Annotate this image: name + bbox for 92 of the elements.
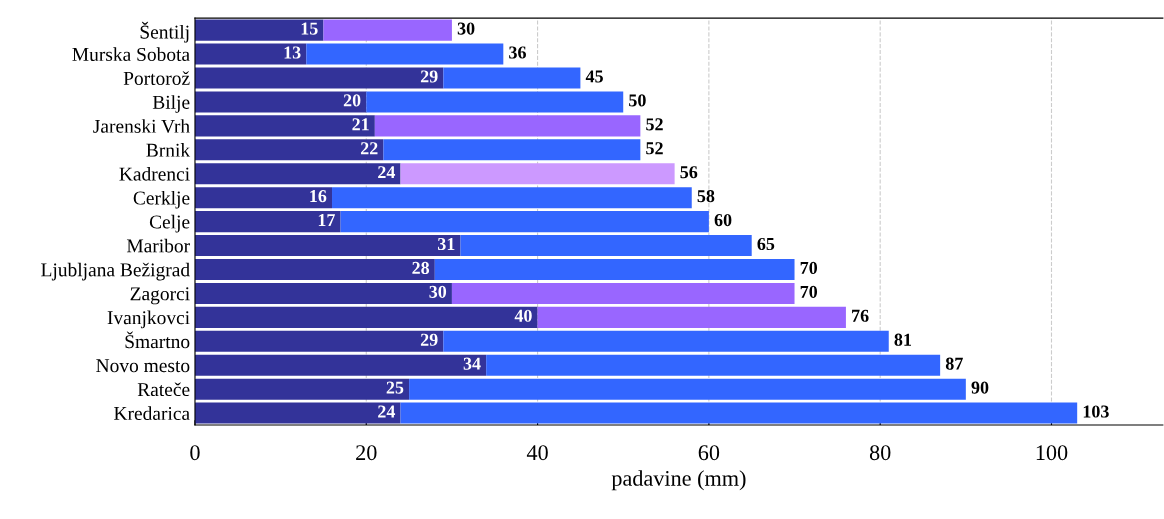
- y-tick-label: Ljubljana Bežigrad: [41, 262, 190, 281]
- data-label: 28: [412, 261, 430, 274]
- bar: [194, 235, 461, 257]
- y-tick-label: Ivanjkovci: [107, 310, 190, 329]
- y-tick-label: Kadrenci: [119, 167, 190, 181]
- data-label: 25: [386, 381, 404, 394]
- bar: [194, 330, 444, 352]
- data-label: 29: [420, 70, 438, 83]
- y-tick-label: Bilje: [152, 95, 190, 113]
- total-label: 58: [697, 190, 715, 203]
- y-tick-label: Portorož: [123, 71, 190, 85]
- total-label: 70: [800, 285, 818, 298]
- data-label: 16: [310, 190, 327, 203]
- total-label: 87: [945, 357, 963, 370]
- bar: [374, 115, 641, 137]
- x-tick-label: 100: [1036, 445, 1068, 461]
- bar: [194, 115, 375, 137]
- data-label: 34: [463, 357, 481, 370]
- bar: [451, 282, 795, 304]
- total-label: 76: [852, 309, 869, 322]
- bar: [443, 67, 581, 89]
- data-label: 20: [343, 94, 361, 107]
- data-label: 13: [284, 46, 301, 59]
- bar: [194, 354, 487, 376]
- bar: [486, 354, 941, 376]
- bar: [400, 163, 675, 185]
- total-label: 52: [646, 142, 663, 155]
- bar: [194, 402, 401, 424]
- bar: [443, 330, 889, 352]
- data-label: 22: [360, 142, 378, 155]
- y-tick-label: Novo mesto: [96, 359, 190, 373]
- bar: [194, 211, 341, 233]
- bar: [332, 187, 692, 209]
- bar: [383, 139, 641, 161]
- y-tick-label: Šentilj: [140, 21, 189, 43]
- x-tick-label: 40: [526, 445, 548, 461]
- total-label: 50: [629, 94, 646, 107]
- total-label: 65: [757, 237, 775, 251]
- y-tick-label: Celje: [149, 214, 190, 233]
- bar: [537, 306, 846, 328]
- bar: [400, 402, 1078, 424]
- total-label: 56: [680, 166, 698, 179]
- x-tick-label: 60: [698, 445, 720, 461]
- bar: [194, 282, 452, 304]
- bar: [306, 43, 504, 65]
- bar: [434, 258, 795, 281]
- y-tick-label: Šmartno: [125, 331, 190, 349]
- y-tick-label: Rateče: [137, 382, 190, 397]
- data-label: 21: [352, 118, 369, 131]
- y-tick-label: Kredarica: [114, 406, 190, 421]
- x-tick-label: 80: [869, 445, 891, 461]
- x-axis-title: padavine (mm): [611, 470, 746, 491]
- y-tick-label: Jarenski Vrh: [93, 119, 190, 133]
- bar: [323, 19, 452, 41]
- data-label: 24: [378, 166, 396, 179]
- data-label: 40: [514, 309, 532, 322]
- total-label: 81: [894, 333, 912, 346]
- y-tick-label: Cerklje: [133, 190, 190, 209]
- data-label: 31: [437, 237, 455, 251]
- bar: [460, 235, 752, 257]
- bar: [409, 378, 966, 400]
- y-tick-label: Maribor: [126, 238, 190, 253]
- data-label: 17: [318, 214, 335, 226]
- y-tick-label: Brnik: [146, 143, 191, 157]
- bar: [194, 163, 401, 185]
- bar: [366, 91, 624, 113]
- bar: [340, 211, 709, 233]
- total-label: 52: [646, 118, 663, 131]
- total-label: 60: [714, 213, 732, 227]
- data-label: 29: [420, 333, 438, 346]
- total-label: 30: [457, 22, 475, 35]
- data-label: 24: [378, 405, 396, 418]
- y-tick-label: Murska Sobota: [72, 47, 190, 62]
- data-label: 30: [429, 285, 447, 298]
- bar: [194, 19, 324, 41]
- bar: [194, 43, 307, 65]
- data-label: 15: [301, 22, 318, 35]
- total-label: 45: [585, 70, 603, 83]
- total-label: 103: [1083, 405, 1109, 418]
- bar: [194, 378, 410, 400]
- bar: [194, 187, 333, 209]
- x-tick-label: 20: [356, 445, 377, 461]
- total-label: 36: [509, 46, 526, 59]
- y-tick-label: Zagorci: [130, 287, 190, 305]
- bar: [194, 139, 384, 161]
- total-label: 90: [971, 381, 989, 394]
- bar: [194, 67, 444, 89]
- bar: [194, 306, 538, 328]
- bar: [194, 91, 367, 113]
- total-label: 70: [800, 261, 818, 274]
- bar: [194, 258, 435, 281]
- x-tick-label: 0: [190, 445, 200, 461]
